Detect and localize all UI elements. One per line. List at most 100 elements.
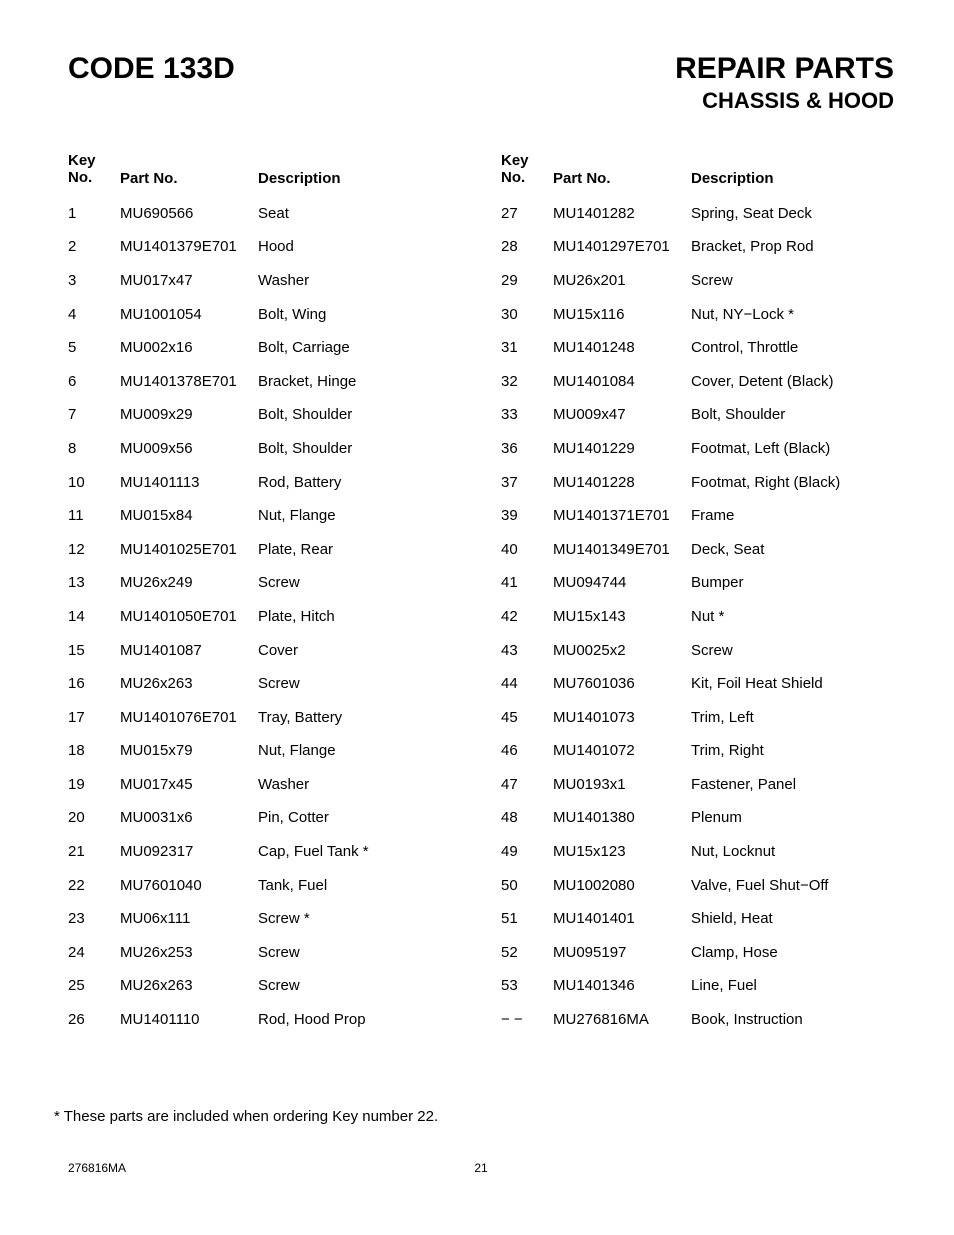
- key-no-cell: 43: [501, 633, 553, 667]
- col-header-part: Part No.: [120, 152, 258, 197]
- table-row: 22MU7601040Tank, Fuel: [68, 868, 461, 902]
- description-cell: Pin, Cotter: [258, 801, 461, 835]
- key-no-cell: 25: [68, 969, 120, 1003]
- part-no-cell: MU009x56: [120, 432, 258, 466]
- table-row: 8MU009x56Bolt, Shoulder: [68, 432, 461, 466]
- right-table: Key No. Part No. Description 27MU1401282…: [501, 152, 894, 1036]
- description-cell: Book, Instruction: [691, 1003, 894, 1037]
- part-no-cell: MU0031x6: [120, 801, 258, 835]
- part-no-cell: MU015x84: [120, 499, 258, 533]
- key-no-cell: 18: [68, 734, 120, 768]
- key-no-cell: 13: [68, 566, 120, 600]
- description-cell: Plate, Rear: [258, 532, 461, 566]
- key-no-cell: 10: [68, 465, 120, 499]
- table-row: 12MU1401025E701Plate, Rear: [68, 532, 461, 566]
- key-no-cell: − −: [501, 1003, 553, 1037]
- table-row: 19MU017x45Washer: [68, 768, 461, 802]
- description-cell: Cover: [258, 633, 461, 667]
- table-row: 44MU7601036Kit, Foil Heat Shield: [501, 667, 894, 701]
- description-cell: Cover, Detent (Black): [691, 364, 894, 398]
- table-row: 26MU1401110Rod, Hood Prop: [68, 1003, 461, 1037]
- description-cell: Bolt, Carriage: [258, 331, 461, 365]
- description-cell: Footmat, Right (Black): [691, 465, 894, 499]
- table-row: 7MU009x29Bolt, Shoulder: [68, 398, 461, 432]
- part-no-cell: MU017x47: [120, 264, 258, 298]
- part-no-cell: MU002x16: [120, 331, 258, 365]
- part-no-cell: MU015x79: [120, 734, 258, 768]
- key-no-cell: 26: [68, 1003, 120, 1037]
- table-row: 36MU1401229Footmat, Left (Black): [501, 432, 894, 466]
- description-cell: Seat: [258, 197, 461, 231]
- key-header-line2: No.: [68, 169, 92, 186]
- key-no-cell: 17: [68, 700, 120, 734]
- key-header-line2: No.: [501, 169, 525, 186]
- table-row: 24MU26x253Screw: [68, 936, 461, 970]
- table-row: 1MU690566Seat: [68, 197, 461, 231]
- part-no-cell: MU009x47: [553, 398, 691, 432]
- part-no-cell: MU1401379E701: [120, 230, 258, 264]
- part-no-cell: MU1401050E701: [120, 600, 258, 634]
- key-no-cell: 24: [68, 936, 120, 970]
- key-no-cell: 32: [501, 364, 553, 398]
- description-cell: Kit, Foil Heat Shield: [691, 667, 894, 701]
- description-cell: Shield, Heat: [691, 902, 894, 936]
- key-no-cell: 28: [501, 230, 553, 264]
- key-no-cell: 40: [501, 532, 553, 566]
- description-cell: Frame: [691, 499, 894, 533]
- key-no-cell: 51: [501, 902, 553, 936]
- table-row: 14MU1401050E701Plate, Hitch: [68, 600, 461, 634]
- part-no-cell: MU092317: [120, 835, 258, 869]
- section-title: CHASSIS & HOOD: [675, 88, 894, 114]
- left-table: Key No. Part No. Description 1MU690566Se…: [68, 152, 461, 1036]
- key-no-cell: 31: [501, 331, 553, 365]
- part-no-cell: MU7601040: [120, 868, 258, 902]
- part-no-cell: MU1401378E701: [120, 364, 258, 398]
- key-no-cell: 6: [68, 364, 120, 398]
- table-row: 21MU092317Cap, Fuel Tank *: [68, 835, 461, 869]
- part-no-cell: MU1401110: [120, 1003, 258, 1037]
- table-row: − −MU276816MABook, Instruction: [501, 1003, 894, 1037]
- table-row: 11MU015x84Nut, Flange: [68, 499, 461, 533]
- part-no-cell: MU1401228: [553, 465, 691, 499]
- key-no-cell: 8: [68, 432, 120, 466]
- table-row: 10MU1401113Rod, Battery: [68, 465, 461, 499]
- part-no-cell: MU1401297E701: [553, 230, 691, 264]
- description-cell: Screw: [258, 566, 461, 600]
- description-cell: Bolt, Wing: [258, 297, 461, 331]
- description-cell: Rod, Battery: [258, 465, 461, 499]
- part-no-cell: MU26x263: [120, 667, 258, 701]
- table-row: 29MU26x201Screw: [501, 264, 894, 298]
- table-row: 30MU15x116Nut, NY−Lock *: [501, 297, 894, 331]
- description-cell: Bolt, Shoulder: [691, 398, 894, 432]
- key-no-cell: 11: [68, 499, 120, 533]
- key-no-cell: 29: [501, 264, 553, 298]
- description-cell: Screw: [691, 633, 894, 667]
- part-no-cell: MU009x29: [120, 398, 258, 432]
- part-no-cell: MU1002080: [553, 868, 691, 902]
- description-cell: Control, Throttle: [691, 331, 894, 365]
- description-cell: Footmat, Left (Black): [691, 432, 894, 466]
- key-no-cell: 49: [501, 835, 553, 869]
- description-cell: Tank, Fuel: [258, 868, 461, 902]
- table-row: 25MU26x263Screw: [68, 969, 461, 1003]
- key-no-cell: 16: [68, 667, 120, 701]
- table-row: 4MU1001054Bolt, Wing: [68, 297, 461, 331]
- table-row: 27MU1401282Spring, Seat Deck: [501, 197, 894, 231]
- part-no-cell: MU1401229: [553, 432, 691, 466]
- key-no-cell: 41: [501, 566, 553, 600]
- part-no-cell: MU06x111: [120, 902, 258, 936]
- table-row: 48MU1401380Plenum: [501, 801, 894, 835]
- description-cell: Cap, Fuel Tank *: [258, 835, 461, 869]
- description-cell: Nut, NY−Lock *: [691, 297, 894, 331]
- description-cell: Hood: [258, 230, 461, 264]
- description-cell: Washer: [258, 264, 461, 298]
- part-no-cell: MU26x253: [120, 936, 258, 970]
- part-no-cell: MU1401025E701: [120, 532, 258, 566]
- description-cell: Nut, Locknut: [691, 835, 894, 869]
- part-no-cell: MU1401072: [553, 734, 691, 768]
- key-no-cell: 2: [68, 230, 120, 264]
- right-column: Key No. Part No. Description 27MU1401282…: [501, 152, 894, 1036]
- key-no-cell: 50: [501, 868, 553, 902]
- part-no-cell: MU0025x2: [553, 633, 691, 667]
- table-row: 6MU1401378E701Bracket, Hinge: [68, 364, 461, 398]
